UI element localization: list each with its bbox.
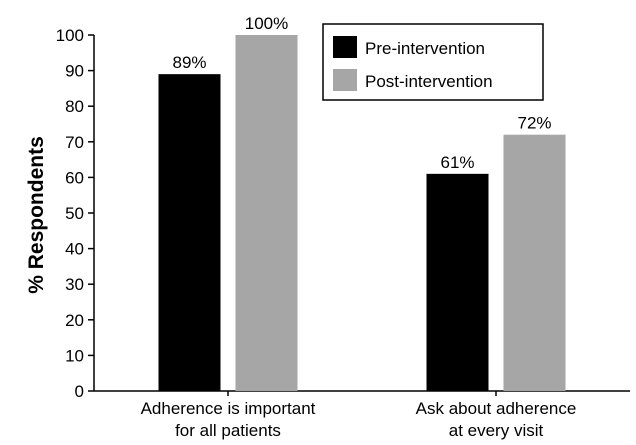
data-label: 100% bbox=[245, 14, 288, 33]
y-tick-label: 20 bbox=[65, 311, 84, 330]
y-tick-label: 40 bbox=[65, 240, 84, 259]
data-label: 89% bbox=[172, 53, 206, 72]
data-label: 72% bbox=[517, 114, 551, 133]
x-tick-label: at every visit bbox=[449, 421, 544, 440]
x-tick-label: Adherence is important bbox=[141, 399, 316, 418]
bar-post-intervention bbox=[235, 35, 298, 391]
bar-post-intervention bbox=[503, 134, 566, 391]
legend-box bbox=[322, 23, 544, 101]
y-axis-title: % Respondents bbox=[25, 136, 48, 294]
data-labels: 89% 100% 61% 72% bbox=[172, 14, 551, 172]
y-tick-label: 30 bbox=[65, 275, 84, 294]
y-tick-label: 80 bbox=[65, 97, 84, 116]
y-tick-label: 90 bbox=[65, 62, 84, 81]
legend-label: Pre-intervention bbox=[365, 39, 485, 58]
legend-swatch bbox=[333, 69, 357, 91]
bar-pre-intervention bbox=[426, 173, 489, 391]
y-tick-label: 70 bbox=[65, 133, 84, 152]
y-tick-label: 60 bbox=[65, 168, 84, 187]
legend-label: Post-intervention bbox=[365, 72, 493, 91]
y-tick-label: 50 bbox=[65, 204, 84, 223]
y-tick-label: 0 bbox=[75, 382, 84, 401]
data-label: 61% bbox=[440, 153, 474, 172]
legend: Pre-intervention Post-intervention bbox=[322, 23, 544, 101]
axes: 0 10 20 30 40 50 60 70 80 90 100 Adherence is impor… bbox=[56, 26, 630, 440]
legend-swatch bbox=[333, 36, 357, 58]
x-tick-label: Ask about adherence bbox=[416, 399, 577, 418]
bars bbox=[158, 35, 566, 391]
y-tick-label: 10 bbox=[65, 346, 84, 365]
x-tick-label: for all patients bbox=[175, 421, 281, 440]
y-tick-label: 100 bbox=[56, 26, 84, 45]
bar-pre-intervention bbox=[158, 74, 221, 391]
